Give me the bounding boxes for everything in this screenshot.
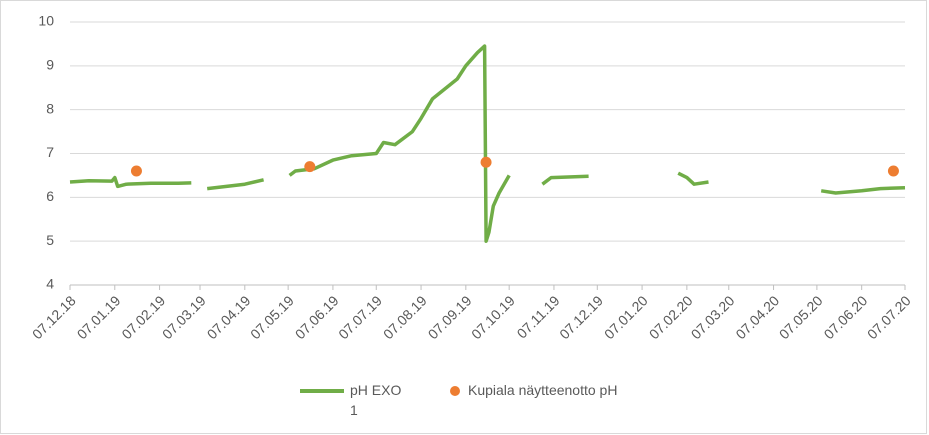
data-point [130,165,142,177]
x-tick-label: 07.06.19 [292,292,342,342]
y-tick-label: 7 [46,144,54,160]
y-tick-label: 8 [46,100,54,116]
x-tick-label: 07.08.19 [380,292,430,342]
x-tick-label: 07.03.20 [688,292,738,342]
legend-swatch [300,389,344,393]
legend-label: Kupiala näytteenotto pH [468,382,618,398]
data-line [69,44,906,243]
legend-item: pH EXO 1 [300,382,410,420]
x-tick-label: 07.02.19 [118,292,168,342]
x-tick-label: 07.06.20 [821,292,871,342]
y-tick-label: 9 [46,57,54,73]
x-tick-label: 07.09.19 [425,292,475,342]
x-tick-label: 07.01.19 [74,292,124,342]
x-tick-label: 07.01.20 [601,292,651,342]
x-tick-label: 07.07.20 [864,292,914,342]
legend-swatch [450,386,460,396]
x-tick-label: 07.04.20 [732,292,782,342]
y-tick-label: 6 [46,188,54,204]
x-tick-label: 07.02.20 [646,292,696,342]
legend: pH EXO 1 Kupiala näytteenotto pH [300,382,617,420]
y-tick-label: 5 [46,232,54,248]
x-tick-label: 07.04.19 [204,292,254,342]
x-tick-label: 07.03.19 [159,292,209,342]
x-tick-label: 07.12.18 [29,292,79,342]
x-tick-label: 07.07.19 [335,292,385,342]
x-tick-label: 07.12.19 [556,292,606,342]
data-point [480,156,492,168]
x-tick-label: 07.05.19 [247,292,297,342]
x-tick-label: 07.05.20 [776,292,826,342]
data-point [887,165,899,177]
legend-label: pH EXO 1 [350,382,402,418]
x-tick-label: 07.11.19 [514,292,563,341]
data-point [304,161,316,173]
legend-item: Kupiala näytteenotto pH [450,382,617,420]
y-tick-label: 10 [38,13,54,29]
x-tick-label: 07.10.19 [468,292,518,342]
y-tick-label: 4 [46,276,54,292]
